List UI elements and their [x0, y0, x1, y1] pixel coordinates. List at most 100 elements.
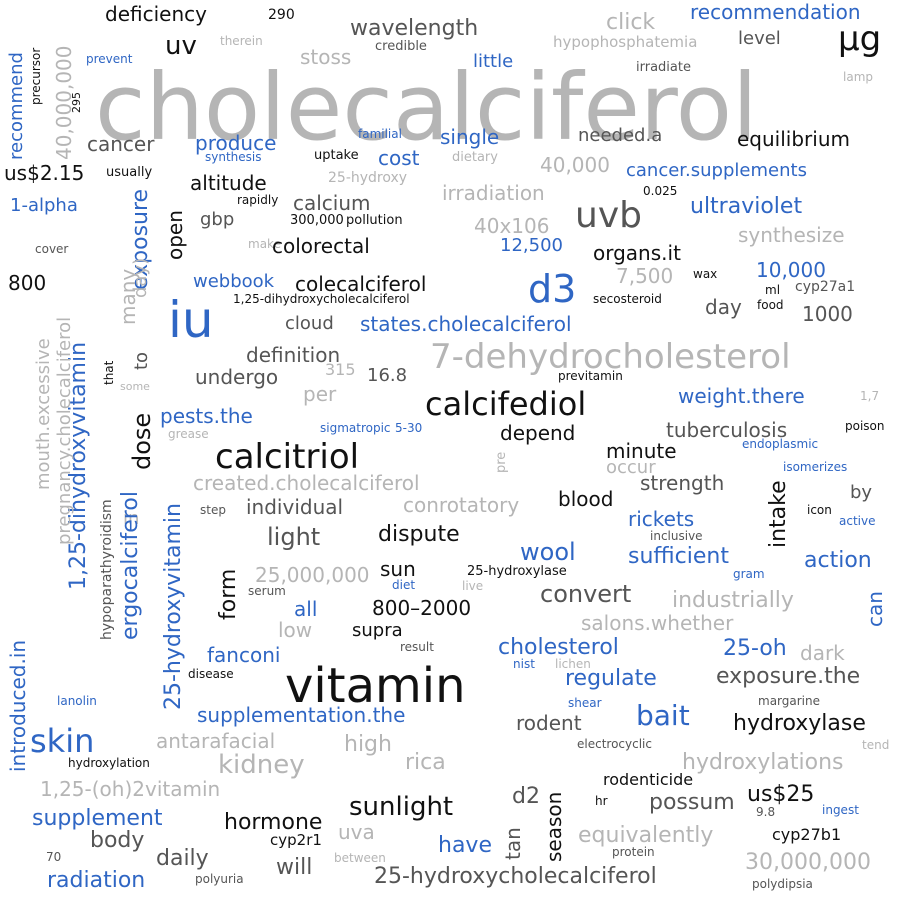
word-dietary: dietary: [452, 150, 498, 165]
word-single: single: [440, 125, 500, 149]
word-pregnancy-cholecalciferol: pregnancy.cholecalciferol: [54, 316, 75, 545]
word-irradiation: irradiation: [442, 181, 545, 205]
word-cyp27b1: cyp27b1: [772, 825, 842, 844]
word-convert: convert: [540, 580, 632, 608]
word-pollution: pollution: [346, 213, 403, 228]
word-hypophosphatemia: hypophosphatemia: [553, 33, 698, 51]
word-occur: occur: [606, 457, 656, 478]
word-result: result: [400, 640, 434, 654]
word-dark: dark: [800, 641, 845, 665]
word-cholecalciferol: cholecalciferol: [95, 54, 758, 161]
word-little: little: [473, 51, 514, 72]
word-recommendation: recommendation: [690, 0, 861, 24]
word-needed-a: needed.a: [578, 125, 663, 146]
word-credible: credible: [375, 39, 427, 54]
word-all: all: [294, 597, 318, 621]
word-1-7: 1,7: [860, 389, 880, 403]
word-nist: nist: [513, 657, 535, 671]
word-800: 800: [8, 271, 47, 295]
word-cloud: cloud: [285, 313, 334, 334]
word-produce: produce: [195, 131, 277, 155]
word-hydroxylations: hydroxylations: [682, 750, 844, 775]
word-tan: tan: [501, 827, 525, 860]
word-uv: uv: [165, 31, 197, 61]
word-icon: icon: [807, 503, 832, 517]
word-can: can: [863, 591, 887, 627]
word-that: that: [102, 360, 116, 385]
word-9-8: 9.8: [756, 805, 776, 819]
word-will: will: [276, 855, 313, 880]
word-diet: diet: [392, 578, 416, 592]
word-irradiate: irradiate: [636, 60, 691, 75]
word-day: day: [705, 295, 742, 319]
word-300-000: 300,000: [290, 213, 344, 228]
word-800-2000: 800–2000: [372, 596, 472, 620]
word-created-cholecalciferol: created.cholecalciferol: [193, 471, 420, 495]
word-minute: minute: [606, 439, 677, 463]
word-cholesterol: cholesterol: [498, 635, 619, 660]
word-lanolin: lanolin: [57, 694, 97, 708]
word-us-2-15: us$2.15: [4, 161, 85, 185]
word-supra: supra: [352, 620, 403, 641]
word-mouth-excessive: mouth.excessive: [33, 338, 54, 490]
word-live: live: [462, 579, 484, 593]
word-undergo: undergo: [195, 365, 279, 389]
word-recommend: recommend: [6, 52, 27, 160]
word-synthesize: synthesize: [738, 223, 845, 247]
word-cover: cover: [35, 242, 69, 256]
word-day: day): [130, 257, 151, 298]
word-ergocalciferol: ergocalciferol: [118, 491, 143, 640]
word-hormone: hormone: [224, 810, 323, 835]
word-active: active: [839, 514, 876, 528]
word-25-000-000: 25,000,000: [255, 563, 370, 587]
word-7-dehydrocholesterol: 7-dehydrocholesterol: [430, 337, 791, 377]
word-strength: strength: [640, 471, 725, 495]
word-definition: definition: [246, 343, 341, 367]
word-290: 290: [268, 7, 295, 23]
word-dispute: dispute: [378, 522, 460, 547]
word-fanconi: fanconi: [207, 643, 281, 667]
word-therein: therein: [220, 34, 263, 48]
word-skin: skin: [30, 722, 95, 760]
word-25-oh: 25-oh: [723, 636, 787, 661]
word-intake: intake: [766, 480, 791, 548]
word-lamp: lamp: [843, 70, 873, 84]
word-lichen: lichen: [555, 657, 591, 671]
word-uva: uva: [338, 820, 375, 844]
word-food: food: [757, 298, 784, 312]
word-usually: usually: [106, 165, 153, 180]
word-regulate: regulate: [565, 666, 657, 691]
word-isomerizes: isomerizes: [783, 460, 848, 474]
word-g: µg: [838, 19, 882, 59]
word-open: open: [163, 210, 187, 260]
word-25-hydroxylase: 25-hydroxylase: [467, 564, 567, 579]
word-calcitriol: calcitriol: [215, 437, 360, 477]
word-hypoparathyroidism: hypoparathyroidism: [99, 499, 115, 640]
word-iu: iu: [168, 291, 214, 349]
word-secosteroid: secosteroid: [593, 292, 662, 306]
word-body: body: [90, 828, 145, 853]
word-70: 70: [46, 850, 62, 864]
word-step: step: [200, 503, 226, 517]
word-10-000: 10,000: [756, 258, 826, 282]
word-sufficient: sufficient: [628, 544, 729, 569]
word-by: by: [850, 482, 873, 503]
word-1000: 1000: [802, 302, 853, 326]
word-antarafacial: antarafacial: [156, 729, 276, 753]
word-click: click: [606, 10, 656, 35]
word-ultraviolet: ultraviolet: [690, 194, 803, 219]
word-synthesis: synthesis: [205, 150, 262, 164]
word-blood: blood: [558, 487, 614, 511]
word-rodent: rodent: [516, 711, 582, 735]
word-altitude: altitude: [190, 171, 267, 195]
word-0-025: 0.025: [643, 184, 678, 198]
word-us-25: us$25: [747, 782, 815, 807]
word-cyp2r1: cyp2r1: [270, 831, 322, 849]
word-level: level: [738, 28, 781, 49]
word-form: form: [216, 568, 241, 620]
word-possum: possum: [649, 790, 735, 815]
word-7-500: 7,500: [616, 264, 674, 288]
word-25-hydroxyvitamin: 25-hydroxyvitamin: [161, 503, 186, 710]
word-1-alpha: 1-alpha: [10, 195, 78, 216]
word-protein: protein: [612, 845, 655, 859]
